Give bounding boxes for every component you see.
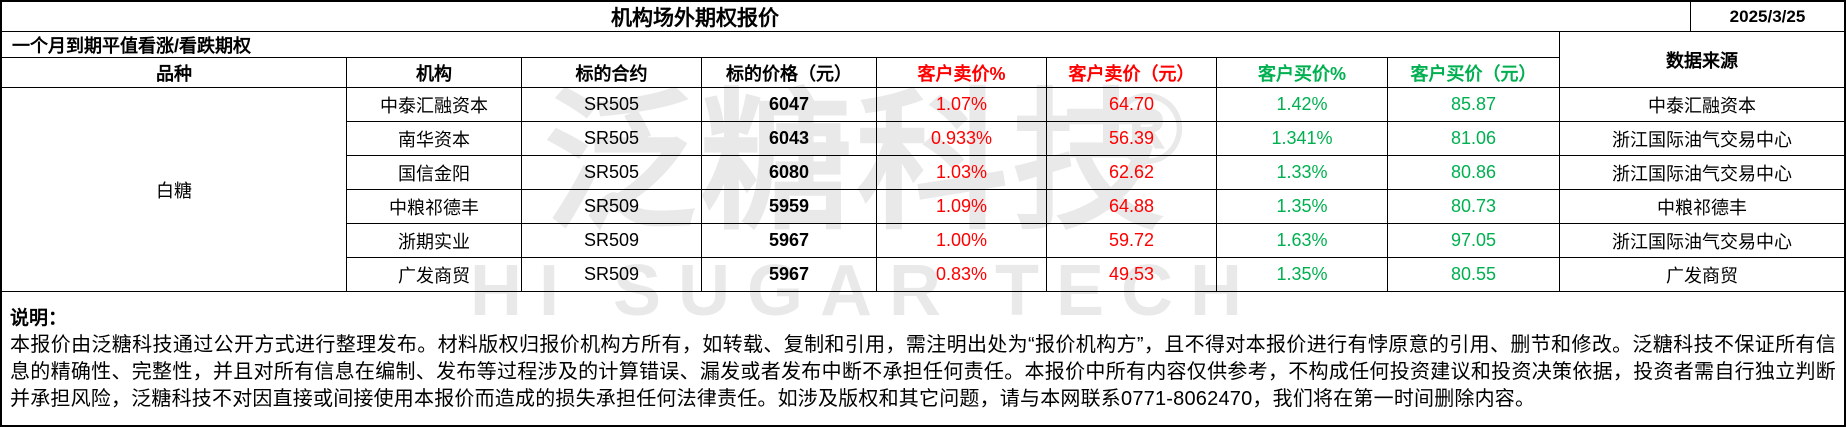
- sell-price-cell: 64.70: [1047, 88, 1217, 122]
- sell-pct-cell: 1.00%: [877, 224, 1047, 258]
- column-header-buy-pct: 客户买价%: [1217, 58, 1388, 88]
- sell-price-cell: 59.72: [1047, 224, 1217, 258]
- contract-cell: SR505: [522, 88, 702, 122]
- column-header-institution: 机构: [347, 58, 522, 88]
- column-header-data-source: 数据来源: [1560, 32, 1844, 88]
- column-header-sell-pct: 客户卖价%: [877, 58, 1047, 88]
- report-subtitle: 一个月到期平值看涨/看跌期权: [2, 32, 1560, 58]
- underlying-price-cell: 5967: [702, 258, 877, 292]
- sell-price-cell: 56.39: [1047, 122, 1217, 156]
- contract-cell: SR505: [522, 156, 702, 190]
- page-title: 机构场外期权报价: [611, 6, 779, 30]
- sell-pct-cell: 0.933%: [877, 122, 1047, 156]
- underlying-price-cell: 6043: [702, 122, 877, 156]
- buy-pct-cell: 1.341%: [1217, 122, 1388, 156]
- column-header-variety: 品种: [2, 58, 347, 88]
- variety-cell: 白糖: [2, 88, 347, 292]
- buy-price-cell: 80.86: [1388, 156, 1560, 190]
- data-source-cell: 浙江国际油气交易中心: [1560, 156, 1844, 190]
- note-text: 本报价由泛糖科技通过公开方式进行整理发布。材料版权归报价机构方所有，如转载、复制…: [10, 334, 1836, 410]
- data-source-cell: 中泰汇融资本: [1560, 88, 1844, 122]
- institution-cell: 国信金阳: [347, 156, 522, 190]
- note-section: 说明： 本报价由泛糖科技通过公开方式进行整理发布。材料版权归报价机构方所有，如转…: [2, 292, 1844, 413]
- note-label: 说明：: [10, 308, 68, 329]
- buy-pct-cell: 1.35%: [1217, 258, 1388, 292]
- sell-price-cell: 62.62: [1047, 156, 1217, 190]
- sell-price-cell: 49.53: [1047, 258, 1217, 292]
- data-source-cell: 浙江国际油气交易中心: [1560, 122, 1844, 156]
- buy-price-cell: 85.87: [1388, 88, 1560, 122]
- sell-pct-cell: 1.07%: [877, 88, 1047, 122]
- column-header-contract: 标的合约: [522, 58, 702, 88]
- contract-cell: SR505: [522, 122, 702, 156]
- column-header-sell-price: 客户卖价（元）: [1047, 58, 1217, 88]
- column-header-underlying-price: 标的价格（元）: [702, 58, 877, 88]
- institution-cell: 南华资本: [347, 122, 522, 156]
- sell-pct-cell: 1.09%: [877, 190, 1047, 224]
- data-source-cell: 广发商贸: [1560, 258, 1844, 292]
- buy-price-cell: 80.73: [1388, 190, 1560, 224]
- data-source-cell: 中粮祁德丰: [1560, 190, 1844, 224]
- sell-pct-cell: 0.83%: [877, 258, 1047, 292]
- institution-cell: 广发商贸: [347, 258, 522, 292]
- underlying-price-cell: 5959: [702, 190, 877, 224]
- institution-cell: 中粮祁德丰: [347, 190, 522, 224]
- buy-pct-cell: 1.33%: [1217, 156, 1388, 190]
- underlying-price-cell: 6047: [702, 88, 877, 122]
- institution-cell: 浙期实业: [347, 224, 522, 258]
- underlying-price-cell: 6080: [702, 156, 877, 190]
- buy-price-cell: 81.06: [1388, 122, 1560, 156]
- buy-pct-cell: 1.35%: [1217, 190, 1388, 224]
- buy-pct-cell: 1.42%: [1217, 88, 1388, 122]
- report-date: 2025/3/25: [1690, 2, 1844, 31]
- sell-pct-cell: 1.03%: [877, 156, 1047, 190]
- institution-cell: 中泰汇融资本: [347, 88, 522, 122]
- contract-cell: SR509: [522, 224, 702, 258]
- buy-price-cell: 80.55: [1388, 258, 1560, 292]
- data-source-cell: 浙江国际油气交易中心: [1560, 224, 1844, 258]
- buy-price-cell: 97.05: [1388, 224, 1560, 258]
- underlying-price-cell: 5967: [702, 224, 877, 258]
- sell-price-cell: 64.88: [1047, 190, 1217, 224]
- title-spacer: [1388, 2, 1690, 31]
- contract-cell: SR509: [522, 190, 702, 224]
- column-header-buy-price: 客户买价（元）: [1388, 58, 1560, 88]
- title-row: 机构场外期权报价 2025/3/25: [2, 2, 1844, 32]
- buy-pct-cell: 1.63%: [1217, 224, 1388, 258]
- quotes-table: 一个月到期平值看涨/看跌期权 数据来源 品种 机构 标的合约 标的价格（元） 客…: [2, 32, 1844, 292]
- contract-cell: SR509: [522, 258, 702, 292]
